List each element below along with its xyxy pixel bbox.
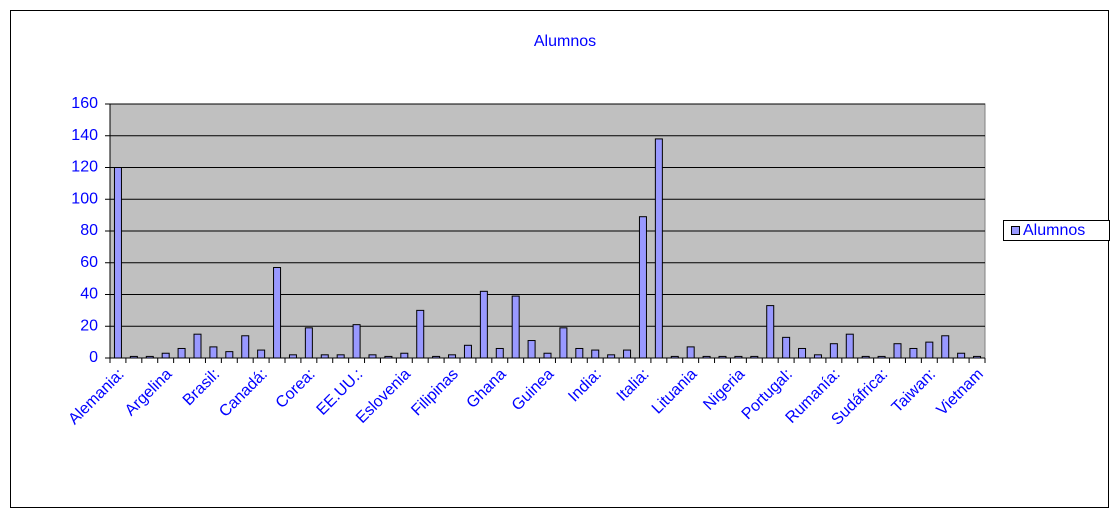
bar <box>368 354 377 359</box>
legend-label: Alumnos <box>1023 222 1085 239</box>
bar <box>432 355 441 359</box>
bar <box>495 347 504 359</box>
bar <box>463 344 472 359</box>
y-tick-label: 40 <box>80 286 98 303</box>
bar <box>416 309 425 359</box>
bar <box>623 349 632 359</box>
bar <box>734 355 743 359</box>
y-tick-label: 100 <box>71 190 98 207</box>
bar <box>670 355 679 359</box>
bar <box>686 346 695 359</box>
bar <box>607 354 616 359</box>
bar <box>782 336 791 359</box>
bar <box>320 354 329 359</box>
bar <box>798 347 807 359</box>
bar <box>384 355 393 359</box>
bar <box>909 347 918 359</box>
bar <box>177 347 186 359</box>
y-tick-label: 160 <box>71 95 98 112</box>
bar <box>638 216 647 359</box>
bar <box>336 354 345 359</box>
bar <box>145 355 154 359</box>
bar <box>225 351 234 359</box>
bar <box>829 343 838 359</box>
bar <box>113 167 122 359</box>
bar <box>559 327 568 359</box>
bar <box>575 347 584 359</box>
bar <box>209 346 218 359</box>
bar <box>893 343 902 359</box>
bar <box>352 324 361 359</box>
chart-title: Alumnos <box>534 33 596 50</box>
bar <box>273 267 282 359</box>
bar <box>877 355 886 359</box>
bar <box>925 341 934 359</box>
legend-swatch <box>1011 226 1020 235</box>
bar <box>161 352 170 359</box>
y-tick-label: 140 <box>71 127 98 144</box>
bar <box>288 354 297 359</box>
bar <box>973 355 982 359</box>
y-tick-label: 20 <box>80 317 98 334</box>
bar <box>813 354 822 359</box>
y-tick-label: 0 <box>89 349 98 366</box>
bar <box>845 333 854 359</box>
bar <box>654 138 663 359</box>
bar <box>193 333 202 359</box>
bar <box>129 355 138 359</box>
y-tick-label: 120 <box>71 159 98 176</box>
bar <box>479 290 488 359</box>
bar <box>941 335 950 359</box>
bar <box>718 355 727 359</box>
bar <box>527 340 536 359</box>
bar <box>241 335 250 359</box>
bar <box>591 349 600 359</box>
bar <box>400 352 409 359</box>
bar <box>304 327 313 359</box>
bar <box>257 349 266 359</box>
bar <box>861 355 870 359</box>
bar <box>766 305 775 359</box>
y-tick-label: 80 <box>80 222 98 239</box>
bar <box>448 354 457 359</box>
bar <box>750 355 759 359</box>
y-tick-label: 60 <box>80 254 98 271</box>
bar <box>543 352 552 359</box>
bar <box>511 295 520 359</box>
bar <box>957 352 966 359</box>
bar <box>702 355 711 359</box>
